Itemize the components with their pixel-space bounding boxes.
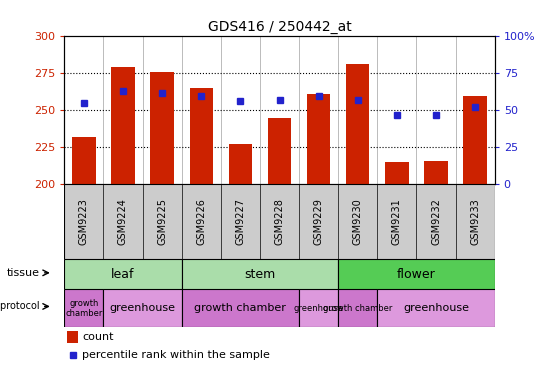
Bar	[182, 290, 299, 327]
Text: growth protocol: growth protocol	[0, 302, 40, 311]
Text: flower: flower	[397, 268, 436, 281]
Bar	[338, 259, 495, 290]
Text: greenhouse: greenhouse	[110, 303, 176, 313]
Bar	[67, 331, 78, 343]
Text: growth
chamber: growth chamber	[65, 299, 102, 318]
Bar	[424, 161, 448, 184]
Text: GSM9231: GSM9231	[392, 198, 402, 245]
Bar	[64, 290, 103, 327]
Bar	[229, 144, 252, 184]
Text: count: count	[83, 332, 114, 342]
Bar	[377, 290, 495, 327]
Text: GSM9225: GSM9225	[157, 198, 167, 245]
Title: GDS416 / 250442_at: GDS416 / 250442_at	[207, 20, 352, 34]
Bar	[338, 290, 377, 327]
Text: GSM9227: GSM9227	[235, 198, 245, 245]
Text: GSM9233: GSM9233	[470, 198, 480, 245]
Bar	[150, 72, 174, 184]
Bar	[463, 96, 487, 184]
Bar	[299, 290, 338, 327]
Bar	[346, 64, 369, 184]
Text: GSM9232: GSM9232	[431, 198, 441, 245]
Bar	[190, 88, 213, 184]
Bar	[103, 290, 182, 327]
Bar	[72, 137, 96, 184]
Text: tissue: tissue	[7, 268, 40, 278]
Text: GSM9230: GSM9230	[353, 198, 363, 245]
Bar	[307, 94, 330, 184]
Text: GSM9223: GSM9223	[79, 198, 89, 245]
Text: growth chamber: growth chamber	[195, 303, 286, 313]
Text: percentile rank within the sample: percentile rank within the sample	[83, 350, 271, 360]
Text: GSM9228: GSM9228	[274, 198, 285, 245]
Bar	[64, 259, 182, 290]
Bar	[182, 259, 338, 290]
Text: GSM9224: GSM9224	[118, 198, 128, 245]
Text: GSM9226: GSM9226	[196, 198, 206, 245]
Text: leaf: leaf	[111, 268, 135, 281]
Text: growth chamber: growth chamber	[323, 304, 392, 313]
Text: greenhouse: greenhouse	[403, 303, 469, 313]
Text: stem: stem	[244, 268, 276, 281]
Bar	[385, 162, 409, 184]
Bar	[111, 67, 135, 184]
Bar	[268, 118, 291, 184]
Text: greenhouse: greenhouse	[293, 304, 344, 313]
Text: GSM9229: GSM9229	[314, 198, 324, 245]
